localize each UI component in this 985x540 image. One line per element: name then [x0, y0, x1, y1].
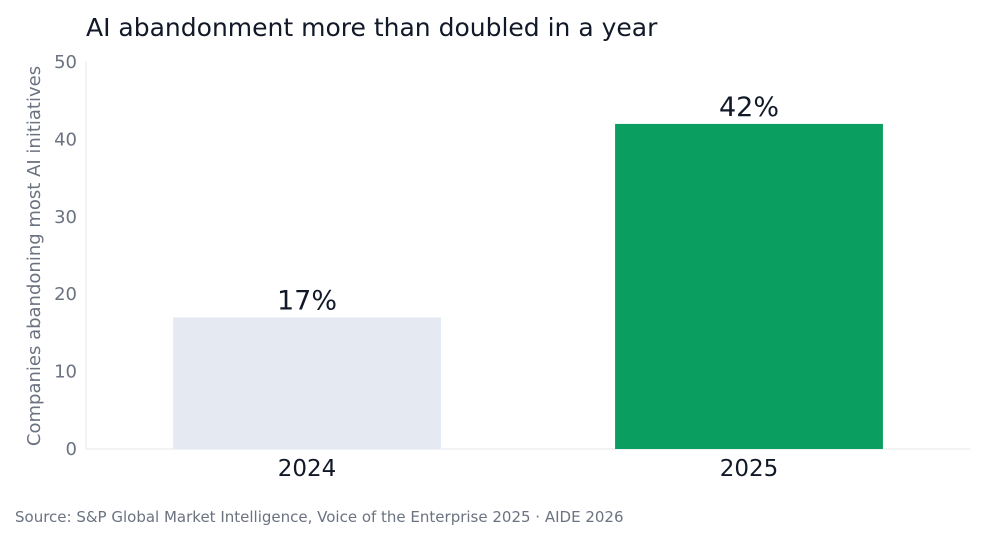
data-labels: 17% 42% — [277, 92, 779, 317]
y-tick-label: 50 — [54, 52, 77, 73]
data-label: 42% — [719, 92, 779, 123]
y-tick-label: 30 — [54, 207, 77, 228]
y-tick-label: 0 — [66, 439, 77, 460]
x-tick-label: 2025 — [720, 456, 779, 482]
bar-2025 — [615, 123, 883, 450]
y-axis: 0 10 20 30 40 50 — [54, 52, 87, 460]
category-labels: 2024 2025 — [278, 456, 779, 482]
data-label: 17% — [277, 285, 337, 316]
y-tick-label: 20 — [54, 284, 77, 305]
chart-title: AI abandonment more than doubled in a ye… — [86, 13, 658, 42]
x-tick-label: 2024 — [278, 456, 337, 482]
bars — [173, 123, 883, 450]
y-tick-label: 40 — [54, 129, 77, 150]
y-tick-label: 10 — [54, 362, 77, 383]
bar-2024 — [173, 317, 441, 449]
y-axis-label: Companies abandoning most AI initiatives — [24, 66, 45, 446]
source-note: Source: S&P Global Market Intelligence, … — [15, 508, 624, 526]
